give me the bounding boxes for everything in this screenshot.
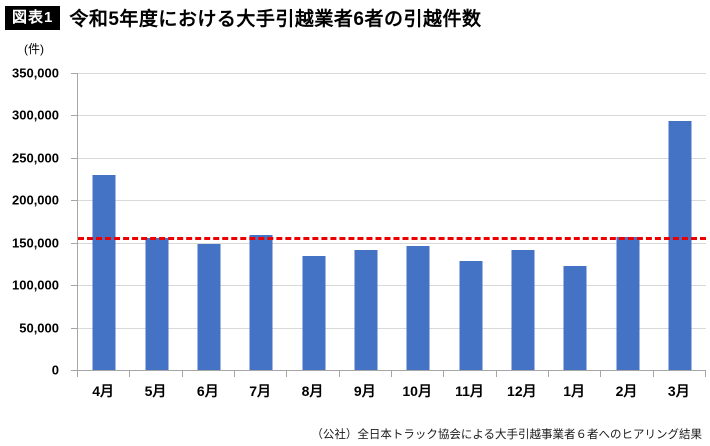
bar bbox=[563, 265, 587, 370]
x-tick-mark bbox=[443, 371, 445, 377]
x-tick-label: 8月 bbox=[301, 383, 324, 399]
x-tick-label: 6月 bbox=[196, 383, 219, 399]
plot-area bbox=[71, 73, 706, 377]
y-tick-mark bbox=[71, 200, 77, 202]
y-tick-label: 50,000 bbox=[19, 320, 59, 336]
figure-badge: 図表1 bbox=[5, 5, 61, 30]
x-tick-mark bbox=[705, 371, 706, 377]
gridline bbox=[78, 327, 706, 329]
x-tick-mark bbox=[181, 371, 183, 377]
x-tick-mark bbox=[391, 371, 392, 377]
x-tick-label: 12月 bbox=[507, 383, 537, 399]
x-tick-mark bbox=[234, 371, 235, 377]
x-tick-label: 2月 bbox=[615, 383, 638, 399]
gridline bbox=[78, 73, 706, 74]
y-tick-label: 350,000 bbox=[12, 65, 59, 81]
gridline bbox=[78, 115, 706, 117]
y-tick-label: 300,000 bbox=[12, 107, 59, 123]
y-tick-mark bbox=[71, 285, 77, 287]
x-tick-label: 5月 bbox=[144, 383, 167, 399]
x-tick-label: 9月 bbox=[353, 383, 376, 399]
x-tick-mark bbox=[338, 371, 340, 377]
y-tick-label: 150,000 bbox=[12, 235, 59, 251]
gridline bbox=[78, 200, 706, 202]
bar bbox=[511, 250, 535, 370]
bar bbox=[197, 244, 221, 370]
y-tick-label: 200,000 bbox=[12, 192, 59, 208]
bar bbox=[302, 256, 325, 370]
y-tick-label: 250,000 bbox=[12, 150, 59, 166]
y-axis-labels: 0 50,000 100,000 150,000 200,000 250,000 300,0… bbox=[0, 66, 68, 378]
y-tick-label: 100,000 bbox=[12, 277, 59, 293]
x-tick-label: 7月 bbox=[249, 383, 272, 399]
bar bbox=[406, 246, 430, 370]
bar bbox=[616, 236, 639, 370]
bar bbox=[668, 120, 692, 370]
y-tick-mark bbox=[71, 327, 77, 329]
source-note: （公社）全日本トラック協会による大手引越事業者６者へのヒアリング結果 bbox=[311, 429, 702, 441]
bar bbox=[145, 237, 168, 370]
gridline bbox=[78, 242, 706, 244]
x-tick-mark bbox=[548, 371, 549, 377]
gridline bbox=[78, 285, 706, 287]
x-tick-mark bbox=[652, 371, 654, 377]
x-tick-mark bbox=[77, 371, 78, 377]
x-tick-mark bbox=[286, 371, 288, 377]
y-tick-mark bbox=[71, 157, 77, 159]
bar bbox=[459, 260, 482, 370]
x-tick-label: 3月 bbox=[667, 383, 690, 399]
x-tick-mark bbox=[129, 371, 131, 377]
x-tick-label: 1月 bbox=[563, 383, 586, 399]
y-tick-mark bbox=[71, 115, 77, 117]
page-title: 令和5年度における大手引越業者6者の引越件数 bbox=[69, 9, 482, 30]
y-tick-mark bbox=[71, 370, 77, 371]
y-tick-label: 0 bbox=[51, 362, 59, 378]
bar bbox=[249, 235, 273, 370]
x-tick-mark bbox=[600, 371, 602, 377]
x-tick-label: 11月 bbox=[455, 383, 484, 399]
x-axis-labels: 4月 5月 6月 7月 8月 9月 10月 11月 12月 1月 2月 3月 bbox=[77, 381, 705, 403]
chart-header: 図表1 令和5年度における大手引越業者6者の引越件数 bbox=[5, 4, 481, 31]
y-tick-mark bbox=[71, 242, 77, 244]
x-tick-label: 4月 bbox=[92, 383, 115, 399]
y-tick-mark bbox=[71, 73, 77, 74]
bar bbox=[354, 250, 378, 370]
x-tick-label: 10月 bbox=[402, 383, 432, 399]
gridline bbox=[78, 157, 706, 159]
bar bbox=[92, 174, 116, 370]
y-axis-unit-label: (件) bbox=[24, 42, 44, 56]
x-tick-mark bbox=[495, 371, 497, 377]
reference-line bbox=[78, 237, 706, 241]
